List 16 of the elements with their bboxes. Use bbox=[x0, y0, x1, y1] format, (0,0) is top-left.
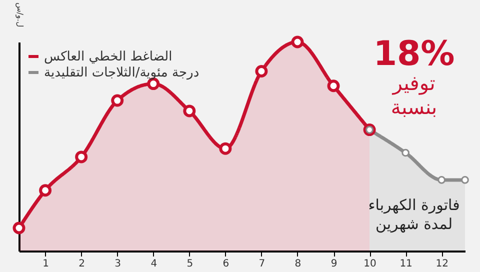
x-tick-label: 3 bbox=[114, 258, 122, 270]
annotation: فاتورة الكهرباء لمدة شهرين bbox=[368, 196, 460, 233]
y-axis-title: ل.و/س bbox=[16, 2, 24, 28]
x-tick-label: 11 bbox=[400, 258, 412, 270]
legend-label: الضاغط الخطي العاكس bbox=[44, 50, 172, 64]
x-tick-label: 7 bbox=[258, 258, 266, 270]
x-tick-label: 4 bbox=[150, 258, 158, 270]
x-tick-label: 6 bbox=[222, 258, 230, 270]
x-tick-label: 5 bbox=[186, 258, 194, 270]
x-tick-label: 10 bbox=[364, 258, 376, 270]
legend-label: درجة مئوية/الثلاجات التقليدية bbox=[44, 66, 200, 80]
x-tick-label: 2 bbox=[78, 258, 86, 270]
x-tick-label: 12 bbox=[436, 258, 448, 270]
x-tick-label: 1 bbox=[42, 258, 49, 270]
x-tick-label: 8 bbox=[294, 258, 302, 270]
x-tick-label: 9 bbox=[330, 258, 338, 270]
